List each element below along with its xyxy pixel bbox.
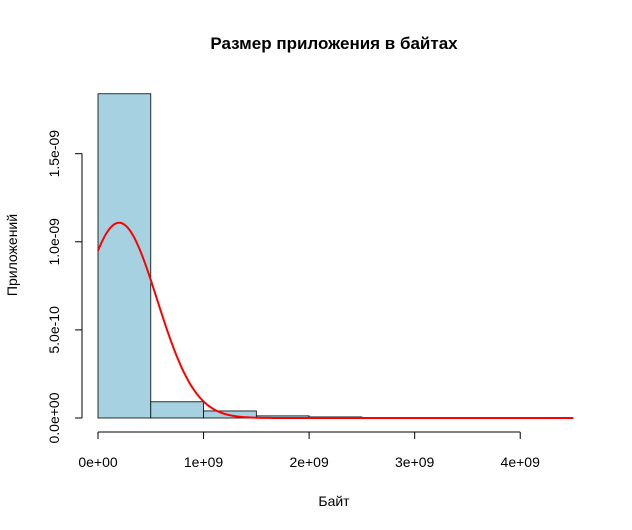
x-tick-label: 1e+09 (184, 454, 224, 470)
y-tick-label: 5.0e-10 (46, 306, 62, 354)
x-tick-label: 3e+09 (395, 454, 435, 470)
y-tick-label: 0.0e+00 (46, 392, 62, 443)
density-curve (97, 221, 573, 419)
chart-title: Размер приложения в байтах (210, 34, 458, 53)
x-tick-label: 2e+09 (289, 454, 329, 470)
y-axis-label: Приложений (4, 214, 20, 296)
x-axis: 0e+00 1e+09 2e+09 3e+09 4e+09 (78, 431, 541, 470)
y-tick-label: 1.0e-09 (46, 218, 62, 266)
y-axis: 0.0e+00 5.0e-10 1.0e-09 1.5e-09 (46, 130, 83, 444)
histogram-bar-2 (150, 401, 204, 419)
y-tick-label: 1.5e-09 (46, 130, 62, 178)
x-tick-label: 4e+09 (501, 454, 541, 470)
x-axis-label: Байт (318, 493, 350, 509)
x-tick-label: 0e+00 (78, 454, 118, 470)
bars-group (97, 93, 574, 419)
